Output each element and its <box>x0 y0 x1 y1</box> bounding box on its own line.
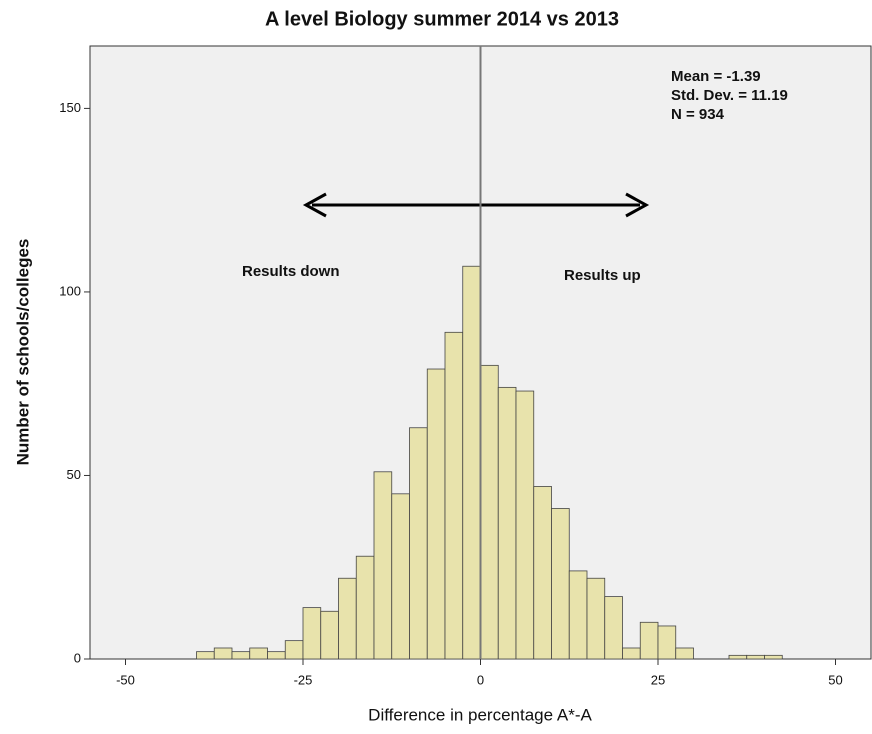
bar <box>551 508 570 660</box>
y-tick-label: 0 <box>74 650 81 665</box>
bar <box>533 486 552 660</box>
annotation: Results up <box>564 267 641 284</box>
bar <box>622 647 641 660</box>
bar <box>213 647 233 660</box>
bar <box>444 331 464 660</box>
x-tick-label: 50 <box>828 672 842 687</box>
bar <box>728 654 748 660</box>
bar <box>515 390 535 660</box>
bar <box>497 386 517 660</box>
bar <box>764 654 783 660</box>
y-tick-label: 150 <box>59 100 81 115</box>
y-tick-label: 50 <box>67 467 81 482</box>
x-tick-label: -25 <box>294 672 313 687</box>
bar <box>746 654 765 660</box>
bar <box>568 570 588 660</box>
annotation: Std. Dev. = 11.19 <box>671 87 788 104</box>
bar <box>231 651 251 660</box>
bar <box>391 493 410 660</box>
annotation: Results down <box>242 263 340 280</box>
bar <box>355 555 375 660</box>
bar <box>675 647 694 660</box>
bar <box>302 607 322 660</box>
bar <box>480 364 499 660</box>
bar <box>267 651 286 660</box>
bar <box>604 596 623 660</box>
annotation: Mean = -1.39 <box>671 68 761 85</box>
chart-title: A level Biology summer 2014 vs 2013 <box>265 8 619 30</box>
bar <box>586 577 606 660</box>
bar <box>657 625 677 660</box>
y-axis-label: Number of schools/colleges <box>13 239 32 466</box>
bar <box>426 368 446 660</box>
x-tick-label: 0 <box>477 672 484 687</box>
bar <box>320 610 339 660</box>
bar <box>639 621 659 660</box>
arrow <box>302 192 650 218</box>
x-axis-label: Difference in percentage A*-A <box>368 705 592 724</box>
bar <box>338 577 357 660</box>
x-tick-label: -50 <box>116 672 135 687</box>
bar <box>284 640 304 660</box>
annotation: N = 934 <box>671 106 725 123</box>
x-tick-label: 25 <box>651 672 665 687</box>
bar <box>373 471 393 660</box>
bar <box>196 651 215 660</box>
bar <box>462 265 481 660</box>
y-tick-label: 100 <box>59 283 81 298</box>
bar <box>249 647 268 660</box>
bar <box>409 427 428 660</box>
